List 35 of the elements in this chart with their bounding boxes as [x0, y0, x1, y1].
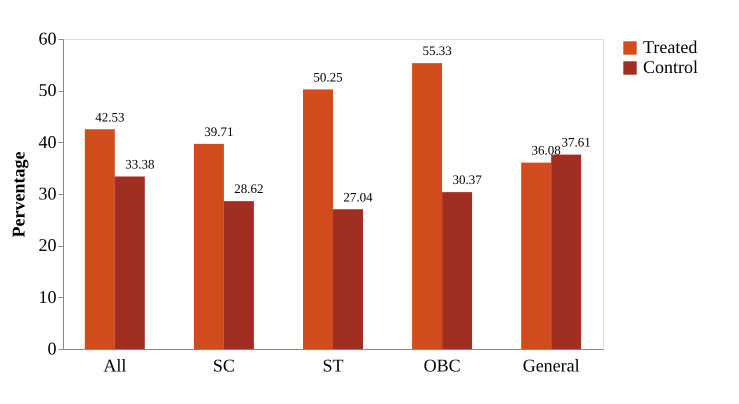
data-label: 37.61 — [562, 134, 591, 150]
data-label: 55.33 — [422, 43, 452, 58]
data-label: 30.37 — [452, 172, 482, 188]
y-tick-label: 60 — [38, 28, 56, 48]
y-tick-label: 40 — [38, 132, 56, 152]
bar — [551, 154, 582, 349]
y-tick-label: 30 — [38, 184, 56, 204]
bar — [224, 201, 254, 349]
legend-label: Control — [643, 57, 698, 77]
legend-label: Treated — [643, 37, 698, 57]
data-label: 42.53 — [95, 109, 124, 124]
y-tick-label: 50 — [38, 80, 56, 100]
x-tick-label: All — [103, 356, 126, 376]
y-tick-label: 0 — [48, 338, 56, 358]
bar — [84, 129, 115, 349]
bar — [442, 192, 472, 349]
bar — [194, 144, 224, 349]
y-tick-label: 20 — [38, 235, 56, 256]
bar — [333, 209, 363, 349]
data-label: 27.04 — [343, 189, 374, 204]
bar — [521, 162, 552, 349]
data-label: 50.25 — [313, 69, 343, 84]
data-label: 36.08 — [532, 142, 561, 158]
bar — [303, 89, 333, 349]
bar — [114, 176, 145, 349]
x-tick-label: OBC — [424, 356, 461, 376]
y-tick-label: 10 — [38, 286, 56, 307]
bar — [412, 63, 442, 349]
x-tick-label: SC — [212, 356, 235, 376]
x-tick-label: General — [522, 356, 580, 376]
data-label: 28.62 — [234, 181, 264, 196]
x-tick-label: ST — [322, 356, 344, 376]
y-axis-title: Perventage — [8, 152, 28, 238]
data-label: 39.71 — [204, 124, 234, 139]
data-label: 33.38 — [125, 156, 154, 172]
